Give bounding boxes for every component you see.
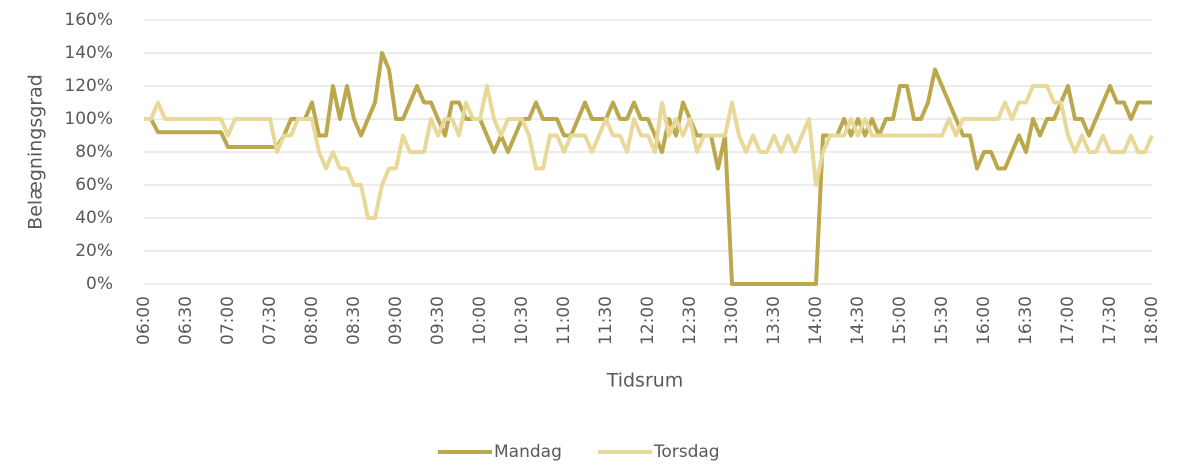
x-tick-label: 16:30 — [1016, 296, 1036, 345]
x-tick-label: 11:30 — [596, 296, 616, 345]
x-tick-label: 06:30 — [176, 296, 196, 345]
x-axis-title: Tidsrum — [606, 370, 684, 392]
x-tick-label: 18:00 — [1142, 296, 1162, 345]
x-tick-label: 11:00 — [554, 296, 574, 345]
x-tick-label: 15:30 — [932, 296, 952, 345]
x-tick-label: 09:00 — [386, 296, 406, 345]
x-tick-label: 17:30 — [1100, 296, 1120, 345]
y-tick-label: 100% — [64, 109, 113, 129]
x-tick-label: 09:30 — [428, 296, 448, 345]
x-tick-label: 10:00 — [470, 296, 490, 345]
x-tick-label: 12:30 — [680, 296, 700, 345]
y-tick-label: 60% — [75, 175, 113, 195]
y-tick-label: 160% — [64, 10, 113, 30]
legend-label: Mandag — [494, 442, 562, 462]
x-tick-label: 10:30 — [512, 296, 532, 345]
y-axis-title: Belægningsgrad — [25, 74, 47, 230]
series-line — [144, 84, 1154, 220]
x-tick-label: 14:00 — [806, 296, 826, 345]
x-tick-label: 13:00 — [722, 296, 742, 345]
y-tick-label: 20% — [75, 241, 113, 261]
x-tick-label: 06:00 — [134, 296, 154, 345]
y-tick-label: 140% — [64, 43, 113, 63]
x-tick-label: 08:30 — [344, 296, 364, 345]
x-tick-label: 08:00 — [302, 296, 322, 345]
series-line — [144, 51, 1152, 286]
y-tick-label: 0% — [86, 274, 113, 294]
x-tick-label: 07:00 — [218, 296, 238, 345]
y-tick-label: 80% — [75, 142, 113, 162]
x-tick-label: 13:30 — [764, 296, 784, 345]
x-tick-label: 16:00 — [974, 296, 994, 345]
x-tick-label: 17:00 — [1058, 296, 1078, 345]
y-tick-label: 40% — [75, 208, 113, 228]
x-tick-label: 12:00 — [638, 296, 658, 345]
x-tick-label: 14:30 — [848, 296, 868, 345]
x-tick-label: 07:30 — [260, 296, 280, 345]
legend-label: Torsdag — [653, 442, 720, 462]
y-tick-label: 120% — [64, 76, 113, 96]
x-tick-label: 15:00 — [890, 296, 910, 345]
